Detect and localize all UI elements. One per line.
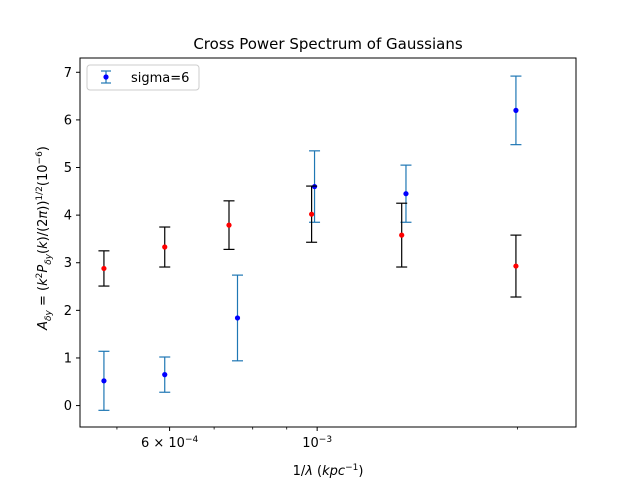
y-tick-label: 1 xyxy=(64,351,72,366)
data-point xyxy=(162,372,168,378)
data-point xyxy=(403,191,409,197)
legend: sigma=6 xyxy=(86,64,200,91)
data-point xyxy=(234,315,241,321)
data-point xyxy=(101,378,107,384)
data-point xyxy=(226,222,232,228)
y-tick-label: 2 xyxy=(64,304,72,319)
y-tick-label: 4 xyxy=(64,209,72,224)
series-1 xyxy=(98,185,522,298)
data-point xyxy=(101,265,107,272)
x-tick-label: 10−3 xyxy=(302,435,332,451)
x-axis-ticks: 6 × 10−4 10−3 xyxy=(116,427,518,451)
series-0 xyxy=(98,75,522,411)
data-point xyxy=(162,244,168,250)
legend-label-sigma6: sigma=6 xyxy=(131,71,189,86)
plot-frame xyxy=(79,57,577,428)
y-tick-label: 0 xyxy=(64,399,72,414)
y-tick-label: 7 xyxy=(64,66,72,81)
data-point xyxy=(399,232,405,238)
legend-box xyxy=(86,64,200,91)
chart-title: Cross Power Spectrum of Gaussians xyxy=(193,35,463,53)
x-tick-label: 6 × 10−4 xyxy=(141,435,199,451)
y-axis-title: Aδy = (k2Pδy(k)/(2π))1/2(10−6) xyxy=(35,146,54,331)
legend-marker xyxy=(103,74,109,80)
y-tick-label: 6 xyxy=(64,113,72,128)
y-tick-label: 5 xyxy=(64,161,72,176)
data-point xyxy=(513,263,519,269)
series-layer xyxy=(98,75,522,411)
data-point xyxy=(309,211,315,217)
y-tick-label: 3 xyxy=(64,256,72,271)
y-axis-ticks: 0 1 2 3 4 5 6 7 xyxy=(64,66,80,414)
data-point xyxy=(513,107,519,113)
